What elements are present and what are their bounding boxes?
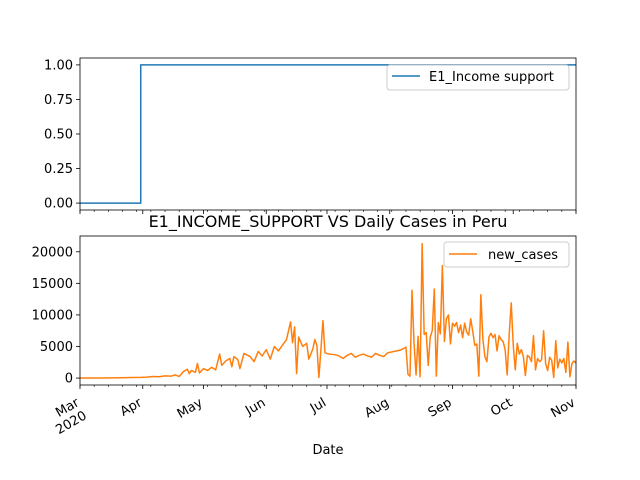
y-tick-label: 0.25 — [44, 162, 73, 177]
y-tick-label: 1.00 — [44, 58, 73, 73]
y-tick-label: 15000 — [32, 277, 73, 292]
top-legend-label: E1_Income support — [429, 70, 554, 85]
top-legend-box — [386, 64, 570, 91]
bottom-panel-frame — [79, 235, 577, 386]
bottom-panel-title: E1_INCOME_SUPPORT VS Daily Cases in Peru — [149, 212, 508, 232]
top-panel-series — [80, 64, 576, 204]
y-tick-label: 10000 — [32, 308, 73, 323]
y-tick-label: 0.50 — [44, 128, 73, 143]
top-panel-legend: E1_Income support — [386, 64, 570, 91]
bottom-legend-label: new_cases — [488, 248, 558, 263]
bottom-panel-legend: new_cases — [443, 241, 570, 268]
y-tick-label: 5000 — [40, 340, 73, 355]
y-tick-label: 0.00 — [44, 197, 73, 212]
bottom-panel-ticks: 0 5000 10000 15000 20000 — [32, 245, 577, 389]
series-line — [80, 64, 576, 204]
bottom-panel-series — [80, 242, 577, 379]
top-panel: 0.00 0.25 0.50 0.75 1.00 E1_Income support — [44, 57, 577, 214]
y-tick-label: 0 — [65, 372, 73, 387]
y-tick-label: 20000 — [32, 245, 73, 260]
x-axis-label: Date — [312, 443, 343, 458]
y-tick-label: 0.75 — [44, 93, 73, 108]
x-tick-label: Jul — [307, 395, 329, 416]
top-panel-ticks: 0.00 0.25 0.50 0.75 1.00 — [44, 58, 577, 214]
bottom-legend-box — [443, 241, 570, 268]
top-panel-frame — [79, 57, 577, 211]
series-line — [80, 242, 577, 379]
